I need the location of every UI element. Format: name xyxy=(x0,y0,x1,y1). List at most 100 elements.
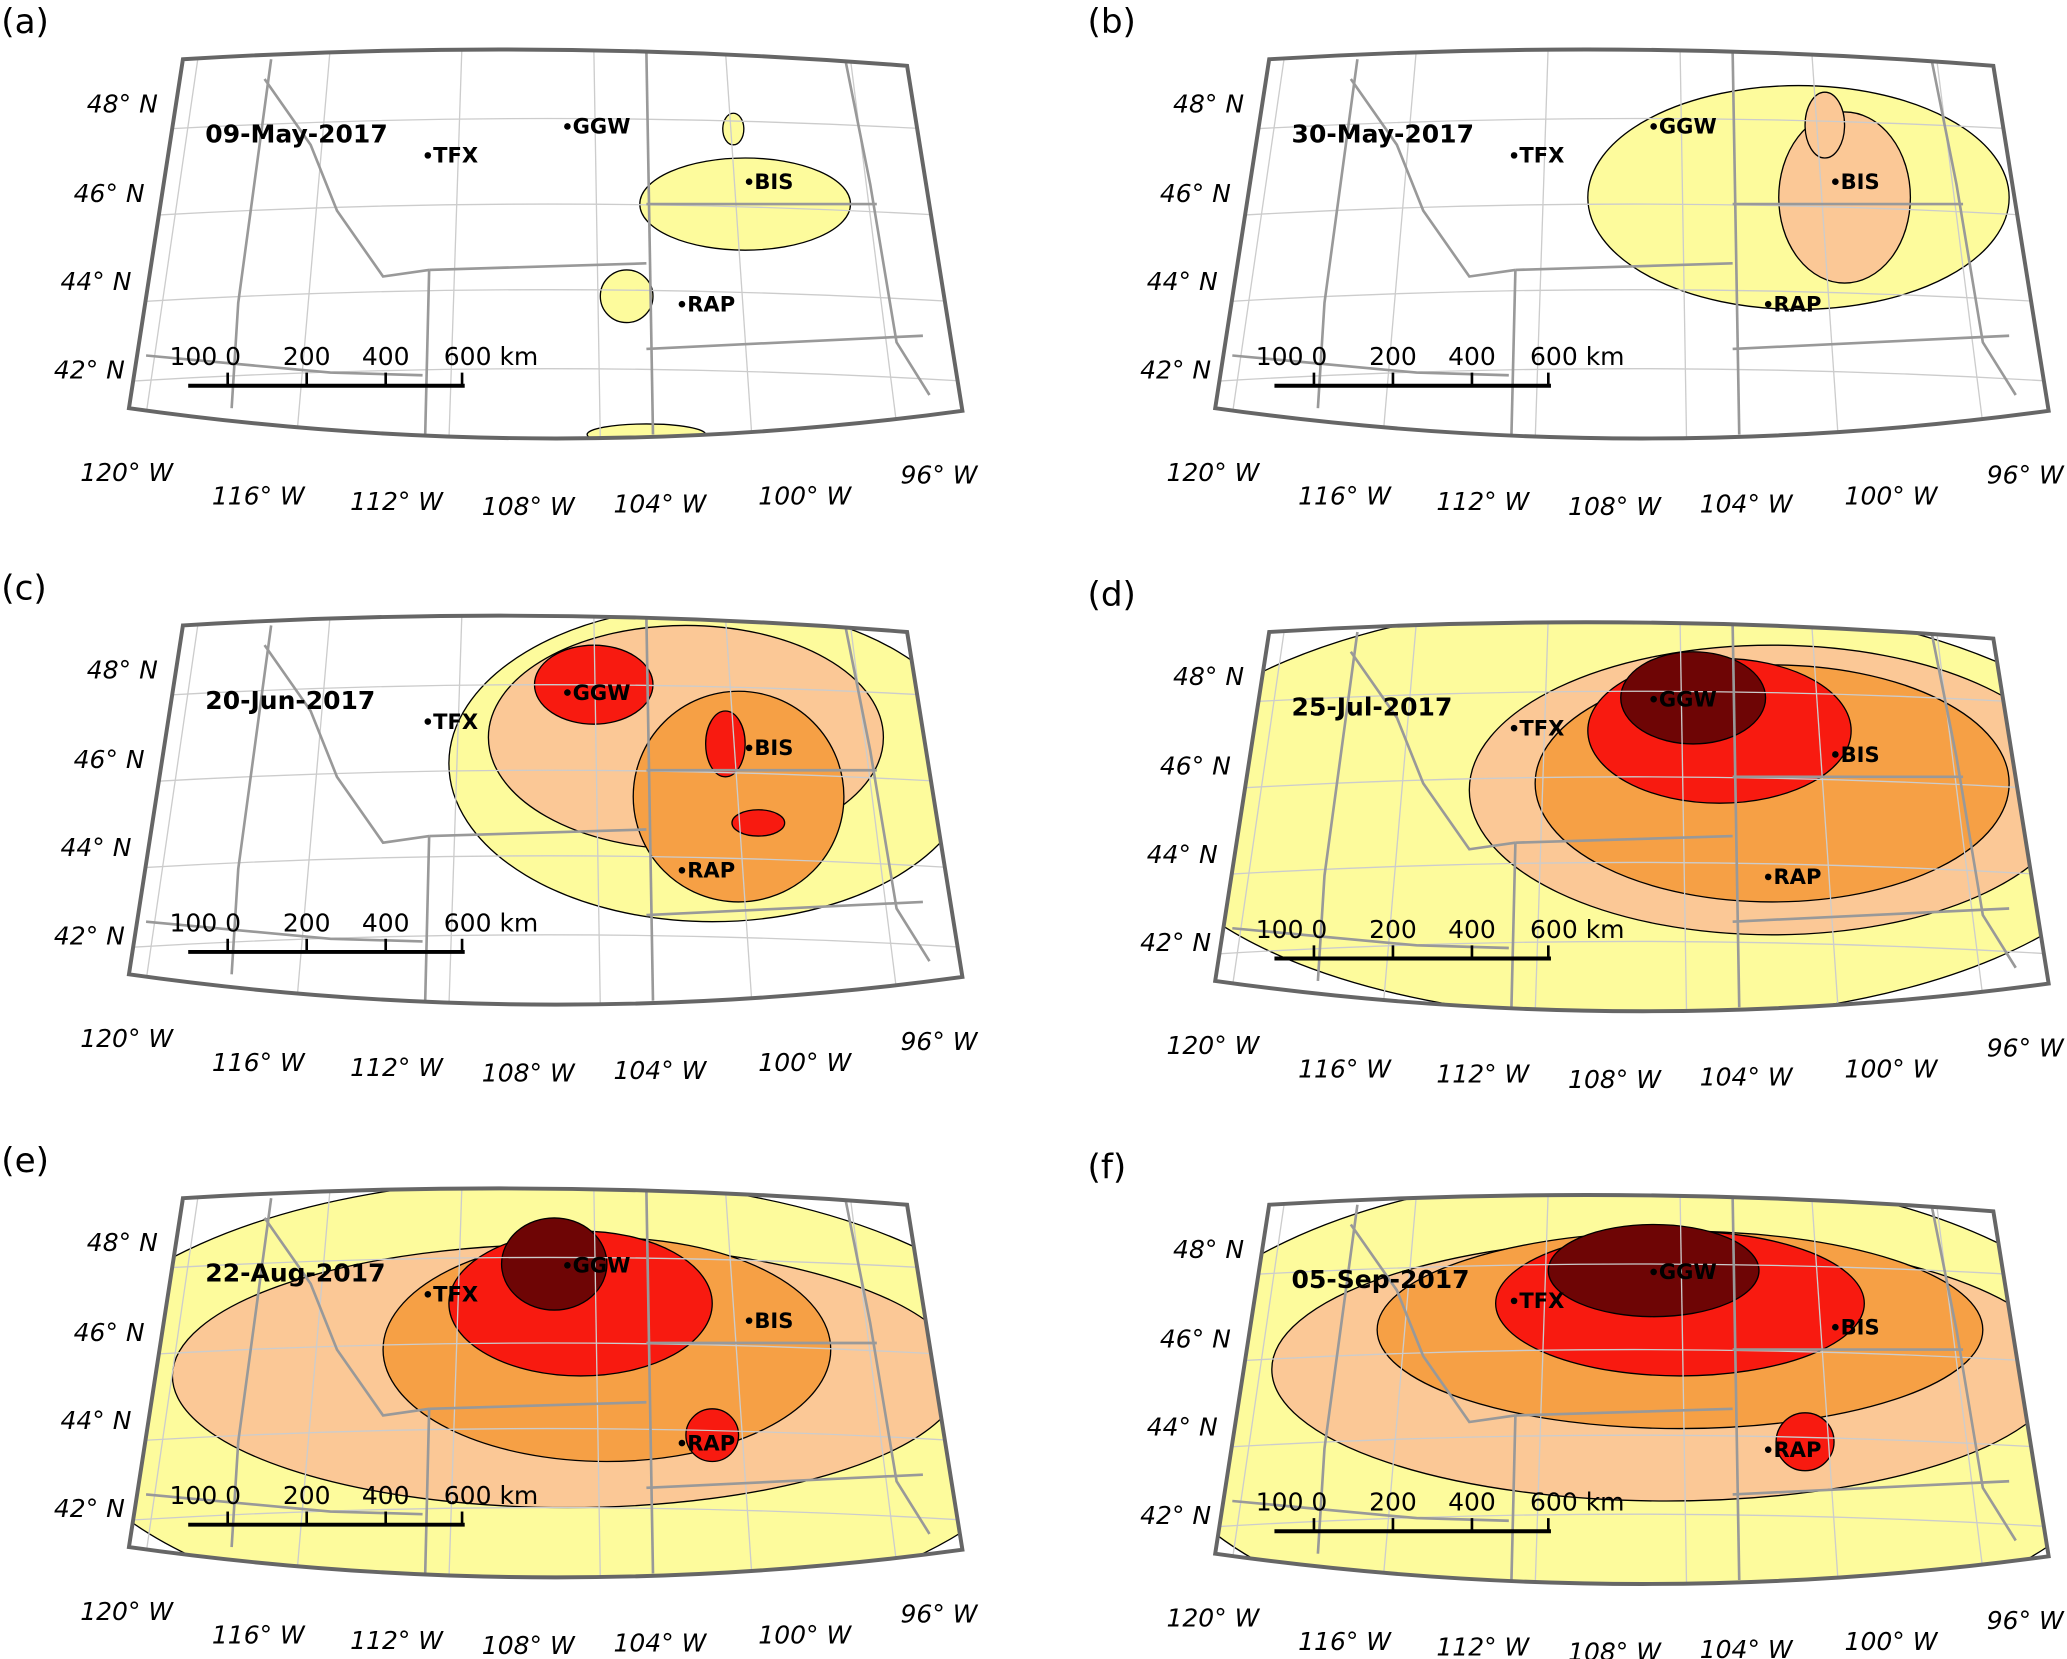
lat-label: 44° N xyxy=(1147,840,1218,869)
parallel xyxy=(1215,203,2049,218)
state-border xyxy=(263,644,430,845)
lon-label: 112° W xyxy=(350,487,444,516)
station-dot xyxy=(564,689,571,696)
state-border xyxy=(1232,354,1509,377)
lat-label: 46° N xyxy=(74,745,145,774)
lat-label: 48° N xyxy=(1173,1235,1244,1264)
map-panel: (c) 20-Jun-2017 TFX GGW BIS RAP 48° N 46° N 44° … xyxy=(1,568,979,1087)
state-border xyxy=(145,1493,423,1516)
meridian xyxy=(448,49,463,439)
scale-label: 100 0 xyxy=(1256,915,1328,944)
parallel xyxy=(1215,1348,2049,1364)
lon-label: 120° W xyxy=(80,1024,174,1053)
parallel xyxy=(128,934,963,949)
meridian xyxy=(1383,1194,1418,1574)
parallel xyxy=(128,203,963,218)
scale-label: 100 0 xyxy=(1256,1488,1328,1517)
lat-label: 48° N xyxy=(87,1228,158,1257)
drought-region xyxy=(599,269,654,324)
parallel xyxy=(1215,690,2049,706)
lon-label: 104° W xyxy=(613,490,707,519)
lat-label: 42° N xyxy=(54,921,125,950)
state-border xyxy=(1510,842,1517,1008)
station-dot xyxy=(1510,1297,1518,1305)
lon-label: 116° W xyxy=(212,1621,306,1650)
state-border xyxy=(1510,269,1517,435)
meridian xyxy=(448,1188,463,1578)
panel-label: (a) xyxy=(1,2,49,42)
lon-label: 120° W xyxy=(80,458,174,487)
parallel xyxy=(1215,861,2049,877)
scale-label: 200 xyxy=(283,342,331,371)
lon-label: 104° W xyxy=(1700,490,1794,519)
meridian xyxy=(145,52,200,415)
scale-label: 100 0 xyxy=(170,908,242,937)
lon-label: 108° W xyxy=(1568,1065,1662,1094)
meridian xyxy=(145,618,200,982)
map-panel: (e) 22-Aug-2017 TFX GGW BIS RAP 48° N 46° N 44° … xyxy=(1,1141,979,1659)
parallel xyxy=(1215,1513,2049,1528)
scale-label: 600 km xyxy=(1530,915,1624,944)
map-area xyxy=(128,49,963,439)
state-border xyxy=(145,354,423,377)
lon-label: 112° W xyxy=(350,1053,444,1082)
parallel xyxy=(128,1342,963,1357)
lat-label: 44° N xyxy=(60,833,131,862)
lon-label: 116° W xyxy=(1298,482,1392,511)
meridian xyxy=(1534,1194,1549,1584)
state-border xyxy=(842,52,931,396)
drought-region xyxy=(632,690,845,903)
station-label: RAP xyxy=(1773,864,1821,889)
scale-label: 100 0 xyxy=(170,342,242,371)
station-label: RAP xyxy=(687,858,735,883)
state-border xyxy=(842,618,931,962)
lon-label: 112° W xyxy=(1436,1632,1530,1659)
scale-label: 400 xyxy=(1448,1488,1496,1517)
meridian xyxy=(1231,1198,1286,1561)
scale-label: 200 xyxy=(283,1481,331,1510)
meridian xyxy=(593,49,601,439)
lon-label: 112° W xyxy=(1436,487,1530,516)
station-label: TFX xyxy=(433,709,478,734)
station-dot xyxy=(564,1262,571,1269)
state-border xyxy=(429,262,647,272)
state-border xyxy=(423,836,431,1001)
lat-label: 48° N xyxy=(1173,89,1244,118)
lat-label: 48° N xyxy=(87,656,158,685)
station-label: RAP xyxy=(687,1430,735,1455)
state-border xyxy=(1232,1499,1509,1523)
date-label: 20-Jun-2017 xyxy=(205,686,375,715)
station-dot xyxy=(745,1317,753,1324)
lat-label: 44° N xyxy=(60,1406,131,1435)
station-dot xyxy=(1764,300,1772,308)
lon-label: 116° W xyxy=(1298,1054,1392,1083)
scale-label: 400 xyxy=(362,1481,410,1510)
lon-label: 108° W xyxy=(1568,1638,1662,1659)
map-frame xyxy=(126,47,965,441)
map-panel: (d) 25-Jul-2017 TFX GGW BIS RAP 48° N 46° N 44° … xyxy=(1087,575,2065,1094)
lon-label: 108° W xyxy=(1568,492,1662,521)
lat-label: 42° N xyxy=(54,1494,125,1523)
lon-label: 112° W xyxy=(350,1626,444,1655)
lon-label: 112° W xyxy=(1436,1060,1530,1089)
station-label: GGW xyxy=(1659,114,1717,139)
station-dot xyxy=(1764,873,1772,881)
drought-region xyxy=(1778,111,1912,284)
scale-label: 600 km xyxy=(444,342,539,371)
scale-label: 400 xyxy=(1448,915,1496,944)
station-dot xyxy=(745,744,753,752)
lon-label: 100° W xyxy=(1845,482,1939,511)
parallel xyxy=(1215,940,2049,956)
parallel xyxy=(128,684,963,699)
meridian xyxy=(296,615,332,995)
meridian xyxy=(593,1188,601,1578)
lon-label: 96° W xyxy=(901,1027,979,1056)
meridian xyxy=(448,615,463,1005)
lon-label: 100° W xyxy=(1845,1627,1939,1656)
drought-region xyxy=(500,1217,608,1311)
parallel xyxy=(128,368,963,383)
lat-label: 44° N xyxy=(60,267,131,296)
panel-label: (f) xyxy=(1087,1148,1126,1188)
station-label: GGW xyxy=(573,680,631,705)
